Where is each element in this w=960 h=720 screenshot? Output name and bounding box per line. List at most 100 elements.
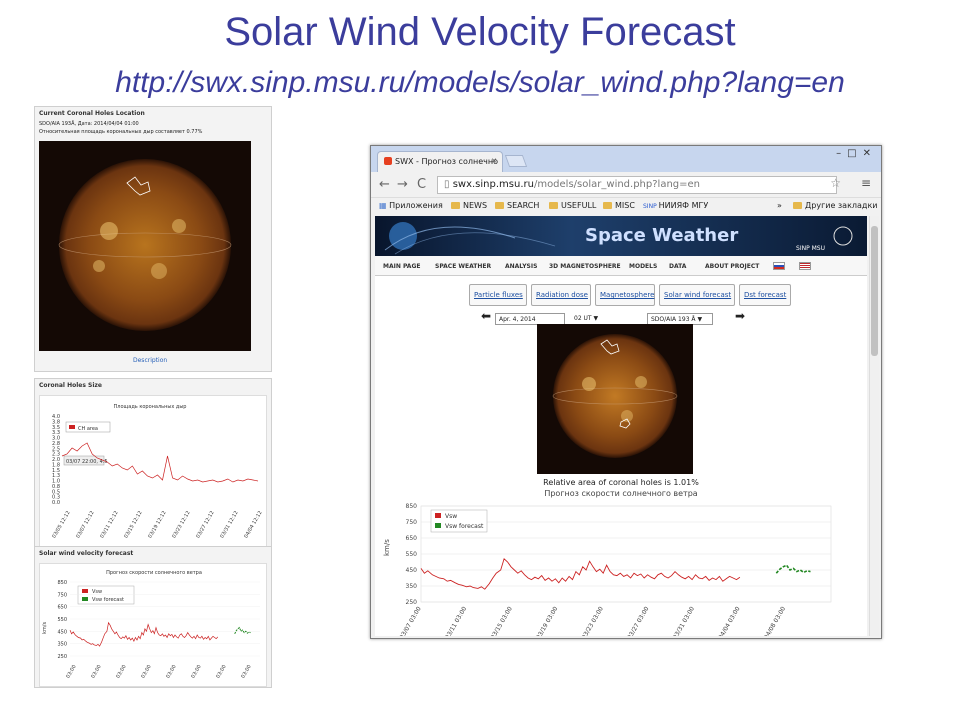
menu-models[interactable]: MODELS	[629, 263, 658, 270]
dropdown-icon: ▼	[593, 315, 599, 322]
russian-flag-icon[interactable]	[773, 262, 785, 270]
panel-area-line: Относительная площадь корональных дыр со…	[39, 129, 203, 135]
small-legend	[77, 585, 135, 605]
us-flag-icon[interactable]	[799, 262, 811, 270]
y-tick-label: 350	[406, 583, 418, 590]
ch-y-tick: 1.0	[52, 479, 60, 485]
small-y-tick: 850	[57, 580, 67, 586]
x-tick-label: 03/31 03:00	[672, 605, 696, 636]
ch-legend	[65, 421, 111, 433]
ch-area-chart: Площадь корональных дыр CH area 03/07 22…	[39, 395, 267, 557]
coronal-location-panel: Current Coronal Holes Location SDO/AIA 1…	[34, 106, 272, 372]
chart-grid	[421, 505, 831, 603]
small-legend-forecast: Vsw forecast	[92, 597, 124, 603]
ch-y-tick: 2.8	[52, 441, 60, 447]
ch-area-chart-svg: Площадь корональных дыр CH area 03/07 22…	[51, 404, 263, 556]
x-tick-label: 03/15 03:00	[490, 605, 514, 636]
tab-dst-forecast[interactable]: Dst forecast	[739, 284, 791, 306]
legend-vsw-swatch	[435, 513, 441, 518]
ch-tooltip-text: 03/07 22:00, 4.5	[66, 459, 108, 465]
bookmark-usefull[interactable]: USEFULL	[549, 201, 596, 210]
ch-x-tick: 03/27 12:12	[195, 510, 215, 539]
small-y-tick: 250	[57, 654, 67, 660]
close-window-icon[interactable]: ✕	[862, 148, 877, 159]
close-tab-icon[interactable]: ✕	[491, 157, 497, 165]
coronal-hole-svg	[537, 324, 693, 474]
small-x-tick: 03:00	[165, 664, 177, 679]
ch-y-tick: 0.0	[52, 500, 60, 506]
menu-data[interactable]: DATA	[669, 263, 687, 270]
bookmark-sinp[interactable]: SINP НИИЯФ МГУ	[643, 201, 709, 210]
browser-tab[interactable]: SWX - Прогноз солнечно ✕	[377, 151, 503, 172]
ch-axes: 0.00.30.50.81.01.31.51.82.02.32.52.83.03…	[51, 414, 263, 539]
legend-vsw-label: Vsw	[445, 513, 457, 520]
coronal-size-panel: Coronal Holes Size Площадь корональных д…	[34, 378, 272, 560]
small-wind-chart-svg: Прогноз скорости солнечного ветра Vsw Vs…	[42, 570, 260, 679]
vsw-series-line	[420, 557, 741, 590]
scrollbar-thumb[interactable]	[871, 226, 878, 356]
ch-area-line	[61, 442, 259, 483]
tab-title: SWX - Прогноз солнечно	[395, 157, 498, 166]
x-ticks: 03/07 03:00 03/11 03:00 03/15 03:00 03/19 0…	[398, 605, 787, 636]
ch-legend-label: CH area	[78, 426, 98, 432]
small-ylabel: km/s	[42, 622, 48, 634]
slide-url[interactable]: http://swx.sinp.msu.ru/models/solar_wind…	[115, 66, 845, 99]
y-tick-label: 850	[406, 503, 418, 510]
dropdown-icon: ▼	[697, 316, 703, 323]
bookmark-search[interactable]: SEARCH	[495, 201, 539, 210]
reload-icon[interactable]: C	[417, 177, 427, 192]
date-input[interactable]: Apr. 4, 2014	[495, 313, 565, 325]
menu-space-weather[interactable]: SPACE WEATHER	[435, 263, 492, 270]
x-tick-label: 03/11 03:00	[444, 605, 468, 636]
tab-radiation-dose[interactable]: Radiation dose	[531, 284, 591, 306]
tab-particle-fluxes[interactable]: Particle fluxes	[469, 284, 527, 306]
small-y-tick: 650	[57, 605, 67, 611]
maximize-icon[interactable]: □	[847, 148, 863, 159]
banner-title: Space Weather	[585, 225, 739, 246]
tab-magnetosphere[interactable]: Magnetosphere	[595, 284, 655, 306]
coronal-hole-image	[537, 324, 693, 474]
small-vsw-line	[69, 621, 219, 647]
back-icon[interactable]: ←	[379, 177, 390, 192]
chevron-icon[interactable]: »	[777, 201, 782, 210]
small-legend-forecast-swatch	[82, 597, 88, 601]
address-bar[interactable]: ▯ swx.sinp.msu.ru/models/solar_wind.php?…	[437, 176, 837, 194]
small-x-tick: 03:00	[215, 664, 227, 679]
tab-solar-wind-forecast[interactable]: Solar wind forecast	[659, 284, 735, 306]
x-tick-label: 04/04 03:00	[717, 605, 741, 636]
menu-3d-magnetosphere[interactable]: 3D MAGNETOSPHERE	[549, 263, 621, 270]
ch-y-tick: 1.8	[52, 462, 60, 468]
menu-main-page[interactable]: MAIN PAGE	[383, 263, 421, 270]
time-select[interactable]: 02 UT ▼	[574, 315, 599, 322]
x-tick-label: 03/27 03:00	[626, 605, 650, 636]
ch-y-tick: 2.0	[52, 457, 60, 463]
ch-y-tick: 3.3	[52, 430, 60, 436]
favicon-icon	[384, 157, 392, 165]
bookmark-misc[interactable]: MISC	[603, 201, 635, 210]
page-icon: ▯	[444, 179, 453, 190]
forward-icon[interactable]: →	[397, 177, 408, 192]
description-link[interactable]: Description	[133, 357, 168, 364]
menu-icon[interactable]: ≡	[860, 176, 871, 190]
small-x-tick: 03:00	[190, 664, 202, 679]
panel-title: Current Coronal Holes Location	[39, 110, 145, 117]
y-axis-label: km/s	[383, 539, 391, 556]
small-legend-vsw: Vsw	[92, 589, 102, 595]
new-tab-button[interactable]	[504, 155, 528, 167]
legend-forecast-swatch	[435, 523, 441, 528]
browser-window: SWX - Прогноз солнечно ✕ –□✕ ← → C ▯ swx…	[370, 145, 882, 639]
bookmark-star-icon[interactable]: ☆	[830, 176, 841, 190]
wind-forecast-panel: Solar wind velocity forecast Прогноз ско…	[34, 546, 272, 688]
bookmark-other[interactable]: Другие закладки	[793, 201, 878, 210]
bookmark-news[interactable]: NEWS	[451, 201, 487, 210]
prev-arrow-icon[interactable]: ⬅	[481, 309, 492, 323]
next-arrow-icon[interactable]: ➡	[735, 309, 746, 323]
ch-x-tick: 03/19 12:12	[147, 510, 167, 539]
bookmark-apps[interactable]: ▦ Приложения	[379, 201, 443, 210]
menu-analysis[interactable]: ANALYSIS	[505, 263, 538, 270]
minimize-icon[interactable]: –	[836, 148, 848, 159]
menu-about[interactable]: ABOUT PROJECT	[705, 263, 760, 270]
small-y-tick: 750	[57, 592, 67, 598]
small-forecast-line	[234, 626, 251, 635]
scrollbar[interactable]	[869, 216, 879, 636]
